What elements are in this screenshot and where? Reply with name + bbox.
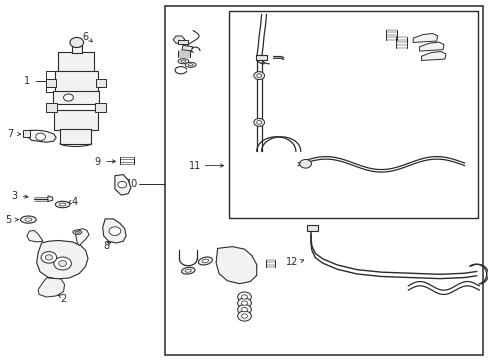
Circle shape [237,292,251,302]
Polygon shape [419,42,443,51]
Ellipse shape [198,257,212,265]
Circle shape [241,314,247,318]
Text: 9: 9 [95,157,101,167]
Text: 2: 2 [61,294,66,304]
Circle shape [237,305,251,315]
Ellipse shape [178,59,188,64]
Ellipse shape [202,259,208,263]
Ellipse shape [75,231,79,233]
Bar [182,45,192,51]
Bar [46,103,57,112]
Bar [60,129,91,144]
Text: 4: 4 [71,197,77,207]
Text: 6: 6 [82,32,88,42]
Circle shape [237,298,251,308]
Circle shape [45,255,52,260]
Polygon shape [173,36,184,43]
Circle shape [109,227,121,235]
Text: 12: 12 [285,257,298,267]
Circle shape [63,94,73,101]
Ellipse shape [73,230,81,234]
Bar [96,79,106,87]
Text: 8: 8 [103,240,109,251]
Polygon shape [216,247,256,284]
Polygon shape [37,240,88,279]
Bar [23,130,30,137]
Ellipse shape [185,269,191,272]
Circle shape [241,295,247,299]
Bar [55,71,98,92]
Ellipse shape [20,216,36,223]
Polygon shape [48,196,53,202]
Ellipse shape [181,60,185,62]
Polygon shape [412,33,437,42]
Circle shape [253,72,264,80]
Polygon shape [27,230,43,242]
Polygon shape [421,51,445,60]
Bar [58,52,94,72]
Circle shape [59,261,66,266]
Text: 10: 10 [125,179,138,189]
Bar [54,110,98,130]
Polygon shape [28,130,56,142]
Circle shape [237,311,251,321]
Ellipse shape [185,62,196,67]
Circle shape [70,37,83,48]
Bar [178,40,188,44]
Bar [256,55,266,60]
Circle shape [241,307,247,312]
Bar [46,79,56,87]
Bar [165,6,482,355]
Ellipse shape [55,201,70,208]
Circle shape [54,257,71,270]
Circle shape [41,252,57,263]
Polygon shape [38,278,64,297]
Circle shape [256,121,261,124]
Circle shape [299,159,311,168]
Ellipse shape [181,267,195,274]
Ellipse shape [59,203,66,206]
Text: 1: 1 [24,76,30,86]
Text: 5: 5 [6,215,12,225]
Circle shape [241,301,247,305]
Polygon shape [115,175,131,195]
Circle shape [256,74,261,77]
Bar [95,103,106,112]
Circle shape [253,118,264,126]
Ellipse shape [188,64,193,66]
Bar [228,11,477,218]
Bar [53,91,99,104]
Ellipse shape [25,218,32,221]
Circle shape [118,181,126,188]
Bar [72,46,81,53]
Text: 3: 3 [12,191,18,201]
Circle shape [36,133,45,140]
Polygon shape [102,219,126,243]
Text: 11: 11 [188,161,201,171]
Bar [306,225,317,231]
Text: 7: 7 [8,129,14,139]
Polygon shape [76,229,89,246]
